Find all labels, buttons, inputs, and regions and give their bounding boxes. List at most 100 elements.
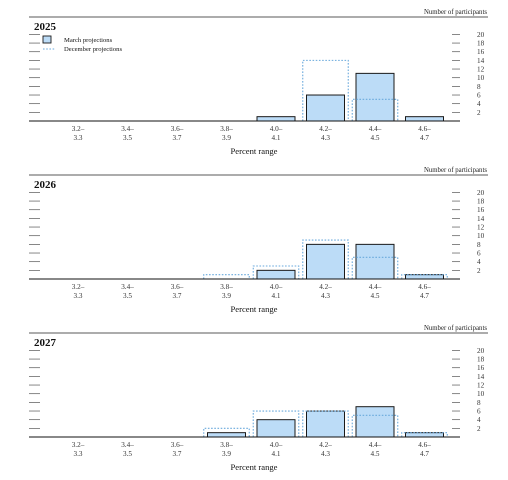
y-tick-label: 2 (477, 425, 481, 433)
y-tick-label: 6 (477, 408, 481, 416)
x-tick-label-top: 3.2– (72, 441, 85, 449)
y-tick-label: 6 (477, 92, 481, 100)
x-tick-label-top: 3.6– (171, 283, 184, 291)
bar-march (306, 94, 345, 122)
panel-year-title: 2026 (34, 179, 57, 191)
x-tick-label-top: 4.2– (319, 283, 332, 291)
x-tick-label-bottom: 4.3 (321, 292, 330, 300)
unit-label: Number of participants (424, 167, 487, 174)
y-tick-label: 8 (477, 241, 481, 249)
unit-label: Number of participants (424, 325, 487, 332)
x-tick-label-bottom: 4.7 (420, 134, 429, 142)
x-tick-label-top: 3.8– (220, 283, 233, 291)
bar-march (405, 432, 444, 438)
bar-march (355, 243, 395, 280)
x-tick-label-top: 4.4– (369, 125, 382, 133)
y-tick-label: 4 (477, 100, 481, 108)
y-tick-label: 12 (477, 382, 485, 390)
y-tick-label: 4 (477, 416, 481, 424)
bar-march (355, 72, 395, 122)
y-tick-label: 18 (477, 40, 485, 48)
y-tick-label: 4 (477, 258, 481, 266)
x-tick-label-top: 3.2– (72, 125, 85, 133)
x-tick-label-top: 4.6– (418, 283, 431, 291)
x-tick-label-bottom: 3.3 (74, 134, 83, 142)
bar-march (306, 410, 345, 438)
y-tick-label: 10 (477, 232, 485, 240)
x-tick-label-bottom: 3.7 (173, 292, 182, 300)
x-tick-label-bottom: 4.1 (272, 134, 281, 142)
x-tick-label-bottom: 3.3 (74, 292, 83, 300)
x-tick-label-bottom: 4.5 (371, 134, 380, 142)
bar-march (256, 269, 296, 280)
x-tick-label-bottom: 4.1 (272, 450, 281, 458)
unit-label: Number of participants (424, 9, 487, 16)
legend-swatch-march (42, 35, 52, 44)
x-tick-label-bottom: 4.3 (321, 134, 330, 142)
x-tick-label-bottom: 4.5 (371, 450, 380, 458)
x-tick-label-top: 4.0– (270, 441, 283, 449)
x-tick-label-top: 4.0– (270, 283, 283, 291)
x-tick-label-top: 3.2– (72, 283, 85, 291)
x-tick-label-bottom: 3.9 (222, 292, 231, 300)
x-tick-label-top: 4.6– (418, 125, 431, 133)
y-tick-label: 20 (477, 189, 485, 197)
bar-march (306, 243, 345, 280)
panel-year-title: 2027 (34, 337, 57, 349)
x-tick-label-top: 4.2– (319, 441, 332, 449)
x-tick-label-top: 4.0– (270, 125, 283, 133)
x-tick-label-top: 3.4– (121, 125, 134, 133)
bar-march (405, 274, 444, 280)
x-tick-label-top: 3.6– (171, 441, 184, 449)
x-tick-label-bottom: 3.5 (123, 292, 132, 300)
y-tick-label: 16 (477, 48, 485, 56)
y-tick-label: 6 (477, 250, 481, 258)
y-tick-label: 2 (477, 109, 481, 117)
y-tick-label: 14 (477, 57, 485, 65)
y-tick-label: 14 (477, 373, 485, 381)
x-tick-label-top: 3.4– (121, 283, 134, 291)
x-tick-label-bottom: 3.7 (173, 450, 182, 458)
outline-december (302, 59, 399, 121)
legend-label-december: December projections (64, 46, 122, 53)
x-tick-label-top: 3.6– (171, 125, 184, 133)
x-axis-title: Percent range (230, 304, 277, 314)
y-tick-label: 14 (477, 215, 485, 223)
bar-march (256, 419, 296, 438)
y-tick-label: 8 (477, 83, 481, 91)
y-tick-label: 2 (477, 267, 481, 275)
x-tick-label-bottom: 4.7 (420, 450, 429, 458)
y-tick-label: 20 (477, 347, 485, 355)
y-tick-label: 8 (477, 399, 481, 407)
legend-label-march: March projections (64, 37, 113, 44)
y-tick-label: 16 (477, 364, 485, 372)
x-axis-title: Percent range (230, 146, 277, 156)
x-tick-label-bottom: 4.1 (272, 292, 281, 300)
x-tick-label-top: 3.4– (121, 441, 134, 449)
y-tick-label: 18 (477, 356, 485, 364)
bar-march (355, 406, 395, 438)
x-tick-label-top: 3.8– (220, 441, 233, 449)
x-tick-label-bottom: 3.5 (123, 134, 132, 142)
y-tick-label: 12 (477, 224, 485, 232)
x-tick-label-bottom: 3.9 (222, 134, 231, 142)
x-tick-label-bottom: 3.5 (123, 450, 132, 458)
x-tick-label-bottom: 4.7 (420, 292, 429, 300)
outline-december (203, 239, 448, 279)
x-axis-title: Percent range (230, 462, 277, 472)
y-tick-label: 10 (477, 390, 485, 398)
y-tick-label: 16 (477, 206, 485, 214)
x-tick-label-bottom: 3.9 (222, 450, 231, 458)
y-tick-label: 18 (477, 198, 485, 206)
panel-year-title: 2025 (34, 21, 57, 33)
x-tick-label-top: 4.6– (418, 441, 431, 449)
outline-december (203, 410, 448, 437)
x-tick-label-top: 4.4– (369, 441, 382, 449)
bar-march (256, 116, 296, 122)
x-tick-label-top: 4.2– (319, 125, 332, 133)
y-tick-label: 20 (477, 31, 485, 39)
bar-march (405, 116, 444, 122)
bar-march (207, 432, 246, 438)
x-tick-label-top: 4.4– (369, 283, 382, 291)
